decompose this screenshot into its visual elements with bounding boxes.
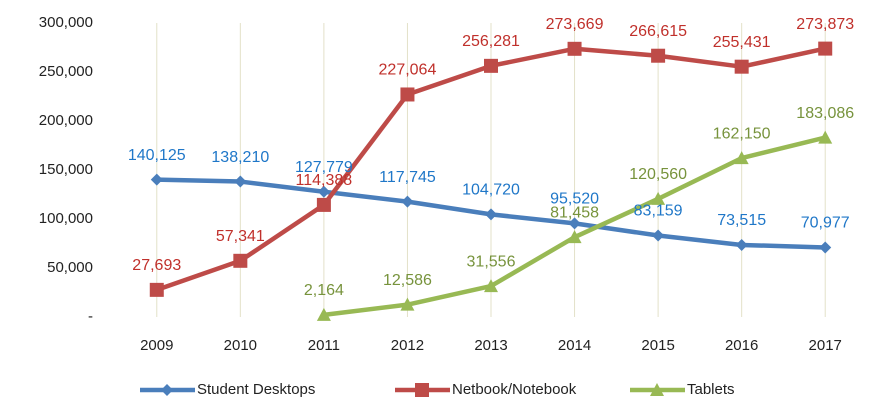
marker — [567, 230, 582, 244]
marker — [150, 173, 163, 186]
value-label: 255,431 — [713, 34, 771, 51]
marker — [400, 297, 415, 311]
value-label: 57,341 — [216, 228, 265, 245]
marker — [651, 48, 666, 63]
x-tick-label: 2012 — [391, 337, 424, 354]
x-tick-label: 2011 — [308, 337, 340, 354]
x-tick-label: 2014 — [558, 337, 591, 354]
value-label: 227,064 — [379, 62, 437, 79]
y-tick-label: - — [88, 308, 93, 325]
value-label: 70,977 — [801, 215, 850, 232]
legend-label: Student Desktops — [197, 381, 315, 398]
marker — [316, 307, 331, 321]
value-label: 117,745 — [379, 169, 436, 186]
marker — [735, 238, 748, 251]
y-tick-label: 150,000 — [39, 161, 93, 178]
value-label: 114,388 — [296, 172, 353, 189]
value-label: 273,873 — [796, 16, 854, 33]
x-tick-label: 2013 — [474, 337, 507, 354]
marker — [734, 151, 749, 165]
value-label: 266,615 — [629, 23, 687, 40]
marker — [161, 384, 173, 396]
legend-label: Netbook/Notebook — [452, 381, 577, 398]
x-tick-label: 2016 — [725, 337, 758, 354]
value-label: 83,159 — [634, 203, 683, 220]
x-tick-label: 2009 — [140, 337, 173, 354]
value-label: 183,086 — [796, 105, 854, 122]
marker — [650, 383, 664, 396]
marker — [651, 191, 666, 205]
value-label: 256,281 — [462, 33, 520, 50]
marker — [316, 197, 331, 212]
x-tick-label: 2015 — [641, 337, 674, 354]
marker — [400, 87, 415, 102]
value-label: 138,210 — [211, 149, 269, 166]
marker — [317, 185, 330, 198]
marker — [818, 41, 833, 56]
y-tick-label: 200,000 — [39, 112, 93, 129]
value-label: 27,693 — [132, 257, 181, 274]
value-label: 127,779 — [295, 159, 353, 176]
marker — [484, 58, 498, 73]
x-tick-label: 2017 — [809, 337, 842, 354]
marker — [652, 229, 665, 242]
marker — [415, 383, 429, 397]
marker — [233, 253, 248, 268]
value-label: 2,164 — [304, 282, 344, 299]
value-label: 162,150 — [713, 125, 771, 142]
legend-label: Tablets — [687, 381, 735, 398]
value-label: 81,458 — [550, 204, 599, 221]
marker — [234, 175, 247, 188]
marker — [734, 59, 749, 74]
marker — [818, 130, 833, 144]
y-tick-label: 50,000 — [47, 259, 93, 276]
value-label: 73,515 — [717, 212, 766, 229]
value-label: 95,520 — [550, 191, 599, 208]
marker — [401, 195, 414, 208]
marker — [485, 208, 497, 221]
value-label: 120,560 — [629, 166, 687, 183]
y-tick-label: 250,000 — [39, 63, 93, 80]
y-tick-label: 300,000 — [39, 14, 93, 31]
y-tick-label: 100,000 — [39, 210, 93, 227]
value-label: 12,586 — [383, 272, 432, 289]
value-label: 140,125 — [128, 147, 186, 164]
marker — [484, 279, 498, 293]
marker — [567, 41, 582, 56]
value-label: 31,556 — [467, 253, 516, 270]
marker — [819, 241, 832, 254]
marker — [149, 282, 164, 297]
value-label: 273,669 — [546, 16, 604, 33]
x-tick-label: 2010 — [224, 337, 257, 354]
value-label: 104,720 — [462, 182, 520, 199]
marker — [568, 217, 581, 230]
